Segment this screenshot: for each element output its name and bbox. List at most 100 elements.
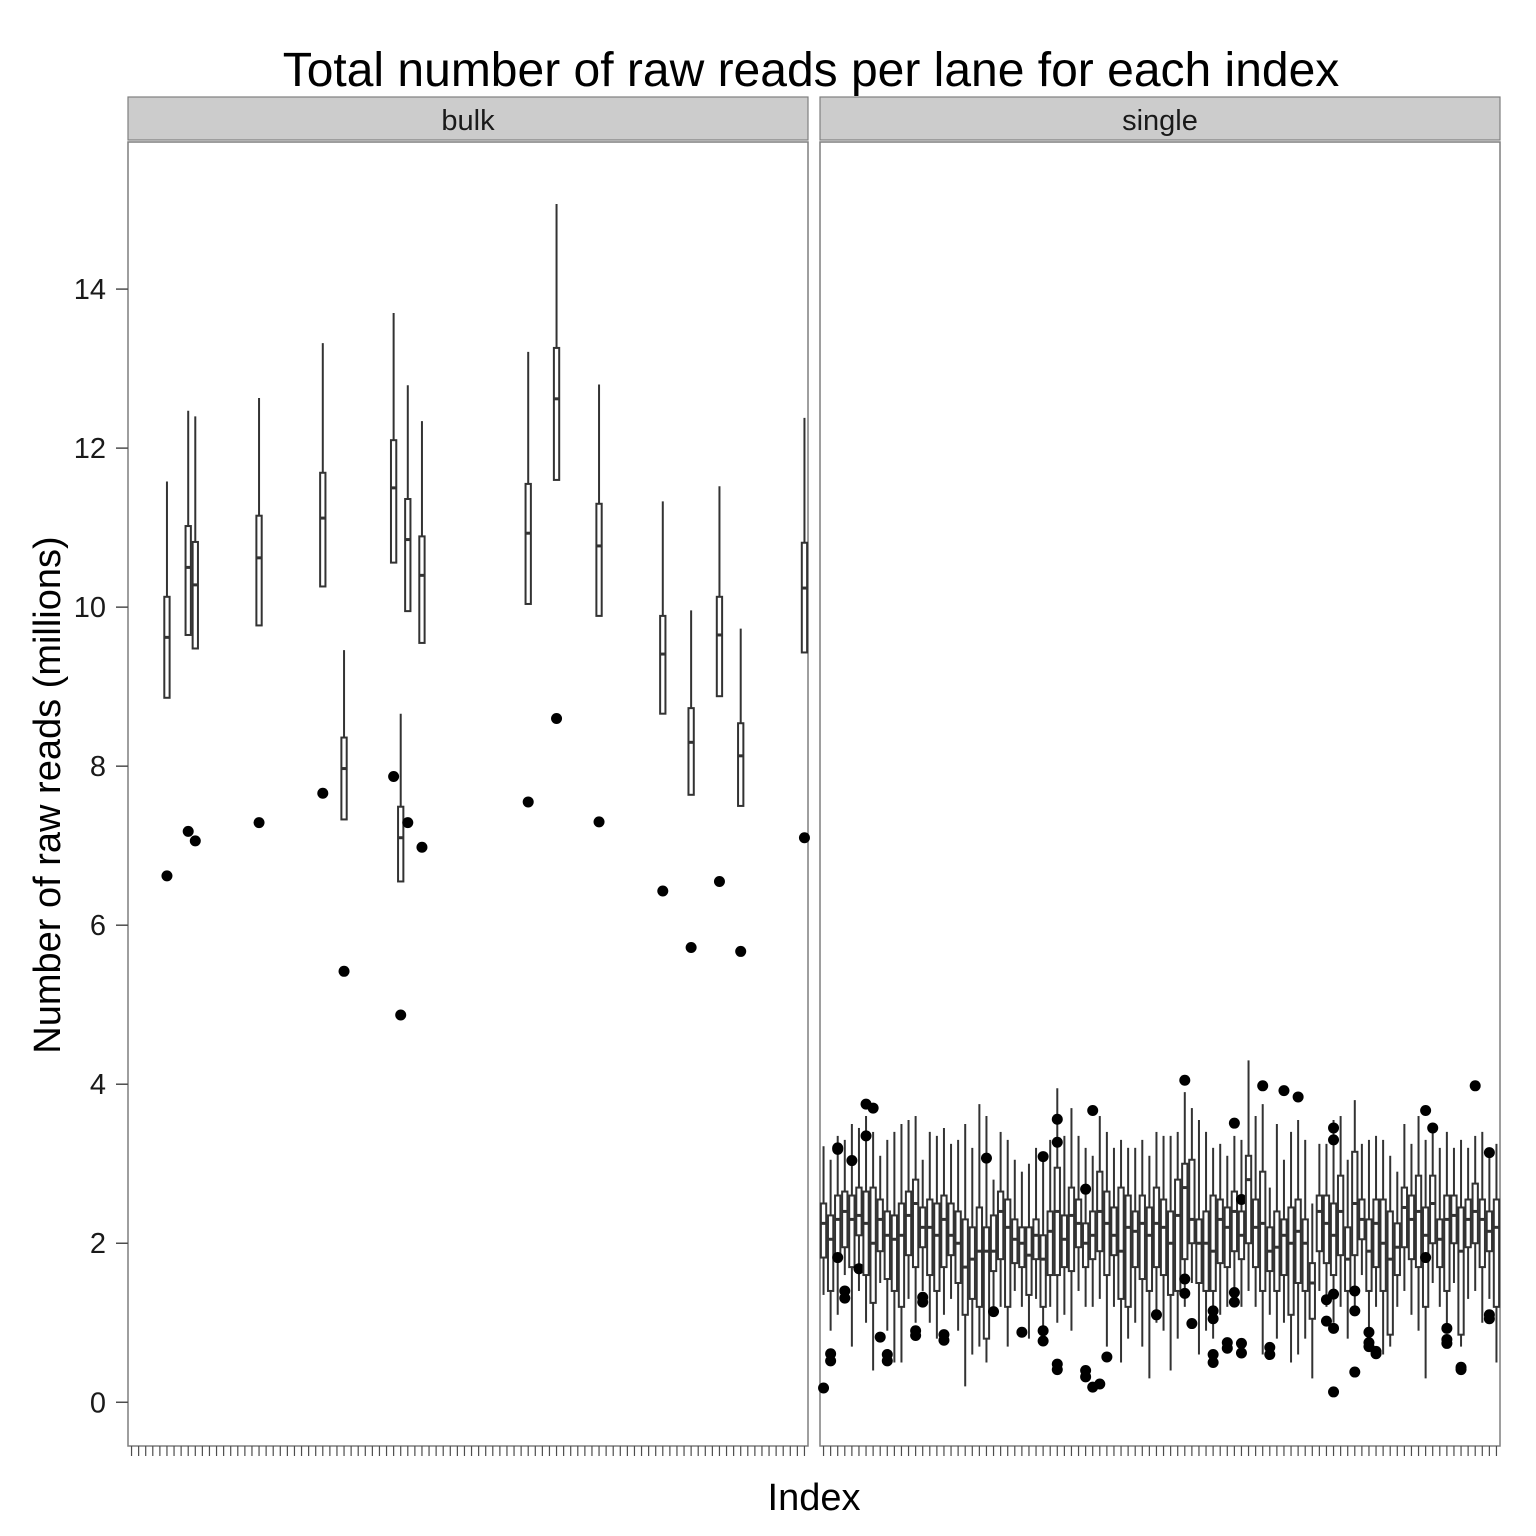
box-single-63 <box>1264 1187 1276 1361</box>
outlier-point <box>1228 1296 1240 1308</box>
box-single-67 <box>1292 1091 1304 1355</box>
outlier-point <box>1441 1333 1453 1345</box>
outlier-point <box>1228 1117 1240 1129</box>
box-single-24 <box>988 1179 1000 1318</box>
outlier-point <box>832 1252 844 1264</box>
box-iqr <box>524 482 532 605</box>
box-single-9 <box>881 1139 893 1367</box>
box-iqr <box>1336 1174 1345 1257</box>
box-iqr <box>968 1226 976 1300</box>
box-single-27 <box>1011 1159 1019 1291</box>
box-single-88 <box>1441 1131 1453 1349</box>
box-single-40 <box>1101 1131 1113 1363</box>
outlier-point <box>1207 1305 1219 1317</box>
outlier-point <box>1469 1080 1481 1092</box>
box-iqr <box>819 1202 828 1259</box>
box-single-76 <box>1358 1143 1366 1276</box>
outlier-point <box>182 825 194 837</box>
outlier-point <box>1051 1113 1063 1125</box>
box-single-91 <box>1464 1147 1472 1299</box>
outlier-point <box>1080 1183 1092 1195</box>
box-iqr <box>1400 1186 1409 1249</box>
box-single-48 <box>1159 1135 1168 1331</box>
box-bulk-79 <box>685 610 697 953</box>
box-iqr <box>848 1194 856 1269</box>
box-iqr <box>715 595 724 698</box>
box-single-65 <box>1278 1085 1290 1323</box>
box-single-17 <box>938 1127 950 1346</box>
box-iqr <box>911 1178 920 1269</box>
box-iqr <box>1280 1218 1288 1277</box>
box-iqr <box>1032 1218 1040 1261</box>
box-bulk-27 <box>317 343 329 799</box>
chart-marks <box>161 204 1501 1398</box>
outlier-point <box>1087 1104 1099 1116</box>
box-iqr <box>841 1190 849 1249</box>
box-iqr <box>1478 1198 1486 1269</box>
outlier-point <box>1320 1315 1332 1327</box>
outlier-point <box>874 1331 886 1343</box>
box-iqr <box>1329 1202 1338 1277</box>
box-iqr <box>1443 1194 1451 1292</box>
outlier-point <box>685 941 697 953</box>
outlier-point <box>1235 1194 1247 1206</box>
box-single-51 <box>1179 1074 1191 1307</box>
box-iqr <box>1159 1198 1168 1277</box>
outlier-point <box>980 1152 992 1164</box>
box-iqr <box>1322 1194 1331 1265</box>
outlier-point <box>881 1349 893 1361</box>
box-iqr <box>1138 1194 1146 1281</box>
box-single-75 <box>1349 1100 1361 1378</box>
box-iqr <box>940 1194 948 1269</box>
outlier-point <box>1349 1305 1361 1317</box>
outlier-point <box>522 796 534 808</box>
box-single-20 <box>961 1123 969 1387</box>
box-single-45 <box>1138 1139 1146 1347</box>
box-iqr <box>826 1214 835 1292</box>
box-iqr <box>191 540 199 650</box>
outlier-point <box>1207 1349 1219 1361</box>
box-single-33 <box>1051 1088 1063 1376</box>
outlier-point <box>1080 1364 1092 1376</box>
outlier-point <box>1051 1358 1063 1370</box>
box-single-16 <box>933 1135 941 1339</box>
outlier-point <box>1328 1288 1340 1300</box>
box-iqr <box>1223 1206 1231 1269</box>
box-iqr <box>897 1202 906 1308</box>
outlier-point <box>1278 1085 1290 1097</box>
x-axis <box>130 1446 1498 1456</box>
box-single-57 <box>1221 1155 1233 1354</box>
box-iqr <box>1492 1198 1501 1308</box>
y-tick-label: 2 <box>90 1228 106 1260</box>
strip-label-single: single <box>1122 105 1198 137</box>
box-single-59 <box>1235 1139 1247 1359</box>
box-single-11 <box>897 1123 906 1363</box>
box-bulk-18 <box>253 398 265 829</box>
y-tick-label: 4 <box>90 1069 106 1101</box>
outlier-point <box>1037 1335 1049 1347</box>
box-iqr <box>340 736 348 821</box>
y-tick-label: 10 <box>74 592 106 624</box>
box-iqr <box>404 498 412 613</box>
box-single-26 <box>1004 1139 1012 1347</box>
box-iqr <box>1004 1198 1012 1308</box>
box-single-58 <box>1228 1117 1240 1308</box>
outlier-point <box>189 835 201 847</box>
box-single-87 <box>1436 1147 1444 1307</box>
outlier-point <box>1349 1366 1361 1378</box>
box-single-90 <box>1455 1139 1467 1376</box>
box-iqr <box>1124 1194 1132 1308</box>
outlier-point <box>253 817 265 829</box>
box-single-86 <box>1427 1122 1439 1283</box>
box-iqr <box>1060 1214 1069 1269</box>
y-axis: 0 2 4 6 8 10 12 14 <box>74 274 128 1419</box>
box-single-39 <box>1094 1116 1106 1390</box>
box-single-35 <box>1067 1108 1076 1331</box>
box-iqr <box>954 1210 962 1284</box>
box-iqr <box>890 1214 899 1292</box>
box-single-14 <box>917 1159 929 1308</box>
outlier-point <box>1094 1378 1106 1390</box>
box-single-18 <box>947 1143 955 1299</box>
box-iqr <box>834 1194 842 1257</box>
box-iqr <box>659 614 667 715</box>
